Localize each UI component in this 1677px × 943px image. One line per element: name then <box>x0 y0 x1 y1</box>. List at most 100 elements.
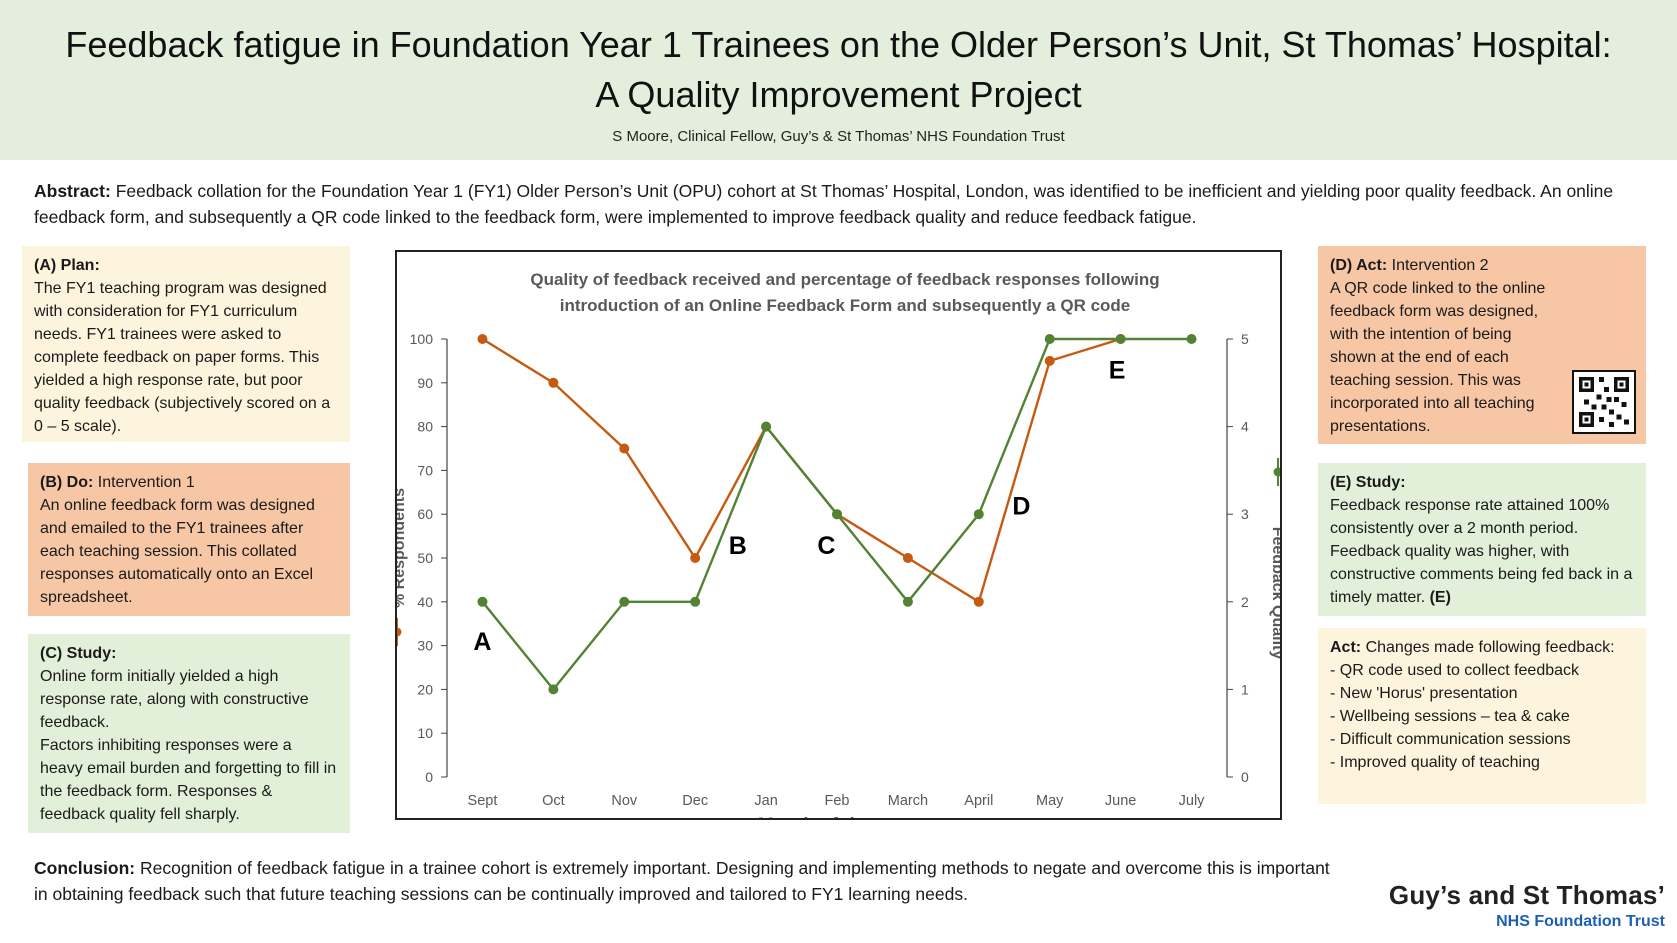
left-tick-label: 50 <box>417 550 433 566</box>
right-tick-label: 0 <box>1241 769 1249 785</box>
study-c-box: (C) Study: Online form initially yielded… <box>28 634 350 833</box>
x-tick-label: Oct <box>542 793 565 809</box>
trust-logo: Guy’s and St Thomas’ NHS Foundation Trus… <box>1389 880 1665 931</box>
act-changes-list: - QR code used to collect feedback - New… <box>1330 659 1634 774</box>
left-tick-label: 60 <box>417 506 433 522</box>
abstract: Abstract: Feedback collation for the Fou… <box>34 178 1634 230</box>
left-tick-label: 30 <box>417 638 433 654</box>
x-tick-label: Feb <box>825 793 850 809</box>
act-d-heading: (D) Act: <box>1330 257 1388 274</box>
act-changes-box: Act: Changes made following feedback: - … <box>1318 628 1646 804</box>
left-axis-title: % Respondents <box>397 488 408 608</box>
plan-text: The FY1 teaching program was designed wi… <box>34 280 331 435</box>
poster-header: Feedback fatigue in Foundation Year 1 Tr… <box>0 0 1677 160</box>
list-item: - Wellbeing sessions – tea & cake <box>1330 708 1570 725</box>
left-tick-label: 20 <box>417 681 433 697</box>
do-text: An online feedback form was designed and… <box>40 497 315 606</box>
annotation-label: E <box>1109 357 1126 385</box>
x-tick-label: June <box>1105 793 1136 809</box>
title-line-2: A Quality Improvement Project <box>595 74 1082 115</box>
logo-line-1: Guy’s and St Thomas’ <box>1388 880 1665 910</box>
data-point <box>832 509 842 520</box>
do-heading: (B) Do: <box>40 474 94 491</box>
list-item: - Improved quality of teaching <box>1330 754 1540 771</box>
data-point <box>619 443 630 454</box>
annotation-label: B <box>729 532 747 560</box>
left-tick-label: 40 <box>417 594 433 610</box>
left-tick-label: 80 <box>417 419 433 435</box>
x-tick-label: Dec <box>682 793 708 809</box>
x-tick-label: Jan <box>754 793 777 809</box>
x-tick-label: April <box>964 793 993 809</box>
act-d-subheading: Intervention 2 <box>1391 257 1489 274</box>
chart-title-line-1: Quality of feedback received and percent… <box>530 270 1159 289</box>
conclusion: Conclusion: Recognition of feedback fati… <box>34 855 1334 907</box>
act-d-box: (D) Act: Intervention 2 A QR code linked… <box>1318 246 1646 444</box>
study-e-box: (E) Study: Feedback response rate attain… <box>1318 463 1646 616</box>
list-item: - QR code used to collect feedback <box>1330 662 1580 679</box>
annotation-label: D <box>1012 492 1030 520</box>
authors: S Moore, Clinical Fellow, Guy’s & St Tho… <box>612 128 1065 145</box>
chart: Quality of feedback received and percent… <box>397 270 1280 818</box>
do-box: (B) Do: Intervention 1 An online feedbac… <box>28 463 350 616</box>
data-point <box>477 596 488 607</box>
left-tick-label: 100 <box>410 331 434 347</box>
study-e-tag: (E) <box>1429 589 1451 606</box>
data-point <box>761 421 772 432</box>
plan-heading: (A) Plan: <box>34 257 100 274</box>
right-tick-label: 5 <box>1241 331 1249 347</box>
conclusion-label: Conclusion: <box>34 858 136 878</box>
left-tick-label: 70 <box>417 462 433 478</box>
data-point <box>1044 334 1055 344</box>
left-legend-marker <box>397 627 402 637</box>
data-point <box>477 334 488 344</box>
data-point <box>548 377 559 388</box>
plan-box: (A) Plan: The FY1 teaching program was d… <box>22 246 350 442</box>
data-point <box>690 596 701 607</box>
annotation-label: A <box>473 628 491 656</box>
conclusion-text: Recognition of feedback fatigue in a tra… <box>34 858 1330 904</box>
act-d-text: A QR code linked to the online feedback … <box>1330 280 1546 435</box>
list-item: - Difficult communication sessions <box>1330 731 1571 748</box>
right-tick-label: 3 <box>1241 506 1249 522</box>
right-tick-label: 1 <box>1241 681 1249 697</box>
chart-axes: 0 10 20 30 40 50 60 70 80 90 100 0 1 2 3 4 5 Sept Oct Nov De… <box>397 331 1280 818</box>
x-tick-label: Sept <box>468 793 498 809</box>
left-tick-label: 90 <box>417 375 433 391</box>
x-tick-label: Nov <box>611 793 638 809</box>
study-c-text-1: Online form initially yielded a high res… <box>40 668 309 731</box>
data-point <box>902 553 913 563</box>
chart-frame: Quality of feedback received and percent… <box>395 250 1282 820</box>
chart-title-line-2: introduction of an Online Feedback Form … <box>560 296 1131 315</box>
data-point <box>690 553 701 563</box>
right-tick-label: 2 <box>1241 594 1249 610</box>
data-point <box>973 596 984 607</box>
annotation-label: C <box>817 532 835 560</box>
right-legend-marker <box>1273 467 1280 477</box>
list-item: - New 'Horus' presentation <box>1330 685 1518 702</box>
act-changes-intro: Changes made following feedback: <box>1365 639 1615 656</box>
data-point <box>1115 334 1126 344</box>
chart-marks: A B C D E <box>473 334 1197 695</box>
qr-code-icon <box>1579 377 1629 427</box>
data-point <box>619 596 630 607</box>
study-e-text: Feedback response rate attained 100% con… <box>1330 497 1633 606</box>
act-changes-heading: Act: <box>1330 639 1362 656</box>
abstract-label: Abstract: <box>34 181 111 201</box>
data-point <box>1044 355 1055 366</box>
data-point <box>548 684 559 695</box>
left-tick-label: 0 <box>425 769 433 785</box>
data-point <box>902 596 913 607</box>
poster-title: Feedback fatigue in Foundation Year 1 Tr… <box>0 0 1677 120</box>
x-tick-label: July <box>1179 793 1206 809</box>
title-line-1: Feedback fatigue in Foundation Year 1 Tr… <box>65 24 1612 65</box>
x-tick-label: March <box>888 793 928 809</box>
left-tick-label: 10 <box>417 725 433 741</box>
logo-line-2: NHS Foundation Trust <box>1496 913 1665 930</box>
study-c-text-2: Factors inhibiting responses were a heav… <box>40 737 337 823</box>
data-point <box>973 509 984 520</box>
study-c-heading: (C) Study: <box>40 645 117 662</box>
data-point <box>1186 334 1197 344</box>
x-axis-title: Month of the year <box>758 815 917 818</box>
qr-code[interactable] <box>1572 370 1636 434</box>
